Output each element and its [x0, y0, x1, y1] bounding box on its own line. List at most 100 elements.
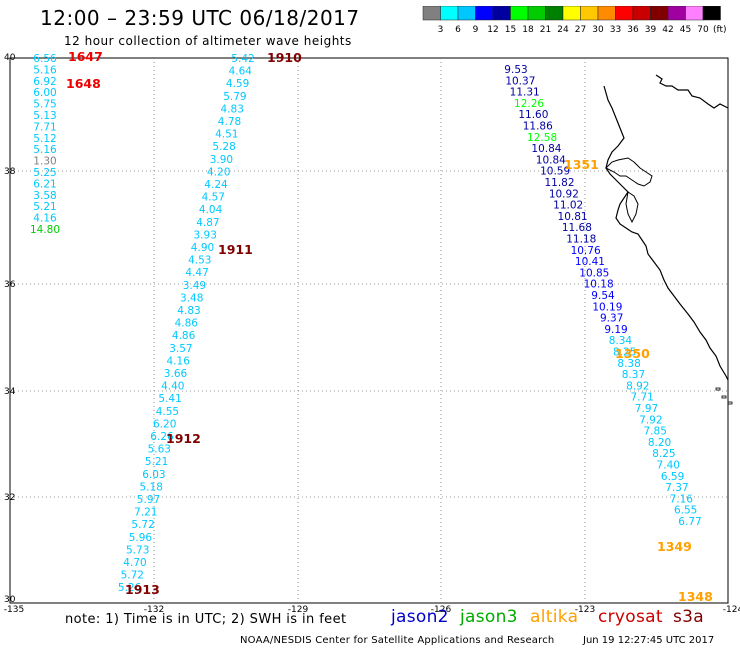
wave-height-value: 3.90 [210, 154, 233, 166]
wave-height-value: 9.19 [604, 324, 627, 336]
wave-height-value: 5.72 [131, 519, 154, 531]
wave-height-value: 8.38 [617, 358, 640, 370]
wave-height-value: 11.31 [510, 87, 540, 99]
pass-time-label: 1910 [267, 50, 302, 65]
wave-height-value: 10.37 [505, 75, 535, 87]
bay-outline [605, 157, 653, 224]
scale-tick-label: 70 [697, 25, 709, 35]
scale-tick-label: 42 [662, 25, 673, 35]
wave-height-value: 4.51 [215, 129, 238, 141]
wave-height-value: 1.30 [33, 156, 56, 168]
scale-swatch [457, 6, 476, 21]
scale-tick-label: 27 [575, 25, 586, 35]
pass-time-label: 1648 [66, 76, 101, 91]
wave-height-value: 11.02 [553, 200, 583, 212]
wave-height-value: 6.55 [674, 505, 697, 517]
wave-height-value: 7.85 [644, 426, 667, 438]
page-subtitle: 12 hour collection of altimeter wave hei… [64, 34, 352, 48]
wave-height-value: 6.20 [153, 418, 176, 430]
wave-height-color-scale: 3 6 9 12 15 18 21 24 27 30 33 36 39 42 45 70 (ft) [422, 6, 727, 35]
lon-label: -124 [723, 605, 740, 615]
page-title: 12:00 – 23:59 UTC 06/18/2017 [40, 6, 360, 30]
legend-jason2: jason2 [391, 607, 449, 627]
wave-height-value: 5.16 [33, 144, 57, 156]
wave-height-value: 11.86 [523, 121, 553, 133]
wave-height-value: 5.72 [121, 570, 144, 582]
wave-height-value: 11.68 [562, 222, 592, 234]
scale-swatch [562, 6, 581, 21]
pass-time-label: 1349 [657, 539, 692, 554]
scale-tick-label: 24 [557, 25, 569, 35]
wave-height-value: 4.86 [172, 330, 196, 342]
wave-height-value: 6.92 [33, 76, 56, 88]
wave-height-value: 3.58 [33, 190, 56, 202]
wave-height-value: 10.59 [540, 166, 570, 178]
legend-altika: altika [530, 607, 579, 627]
lat-label: 34 [4, 387, 16, 397]
wave-height-value: 9.53 [504, 64, 527, 76]
wave-height-value: 5.16 [33, 64, 57, 76]
wave-height-value: 8.25 [613, 347, 636, 359]
wave-height-value: 3.93 [194, 229, 217, 241]
pass-time-label: 1911 [218, 242, 253, 257]
scale-swatch [440, 6, 459, 21]
wave-height-value: 4.57 [202, 192, 225, 204]
wave-height-value: 12.58 [527, 132, 557, 144]
wave-height-value: 6.56 [33, 53, 57, 65]
scale-swatch [580, 6, 599, 21]
scale-swatch [527, 6, 546, 21]
wave-height-value: 12.26 [514, 98, 544, 110]
lat-label: 30 [4, 595, 16, 605]
wave-height-value: 10.41 [575, 256, 605, 268]
wave-height-value: 4.47 [185, 267, 208, 279]
wave-height-value: 4.24 [204, 179, 228, 191]
scale-tick-label: 36 [627, 25, 639, 35]
scale-swatch [510, 6, 529, 21]
scale-tick-label: 39 [645, 25, 657, 35]
scale-swatch [667, 6, 686, 21]
wave-height-value: 5.73 [126, 544, 149, 556]
wave-height-value: 7.92 [639, 414, 662, 426]
pass-time-label: 1912 [166, 431, 201, 446]
scale-tick-label: 30 [592, 25, 604, 35]
scale-tick-label: 3 [438, 25, 444, 35]
scale-tick-label: 15 [505, 25, 516, 35]
wave-height-value: 5.21 [145, 456, 168, 468]
wave-height-value: 5.12 [33, 133, 56, 145]
wave-height-value: 5.13 [33, 110, 56, 122]
wave-height-value: 10.84 [531, 143, 561, 155]
scale-swatch [632, 6, 651, 21]
island [715, 387, 721, 391]
wave-height-value: 4.70 [123, 557, 146, 569]
wave-height-value: 6.59 [661, 471, 684, 483]
wave-height-value: 4.78 [218, 116, 241, 128]
wave-height-value: 4.20 [207, 166, 230, 178]
wave-height-value: 5.28 [212, 141, 235, 153]
wave-height-value: 9.54 [591, 290, 615, 302]
wave-height-value: 5.63 [148, 444, 171, 456]
scale-tick-label: 6 [455, 25, 461, 35]
wave-height-value: 4.04 [199, 204, 223, 216]
coastline [603, 74, 729, 381]
scale-swatch [702, 6, 721, 21]
wave-height-value: 5.79 [223, 91, 246, 103]
scale-tick-label: 33 [610, 25, 621, 35]
scale-tick-label: 21 [540, 25, 551, 35]
wave-height-value: 7.40 [657, 460, 680, 472]
wave-height-value: 5.96 [129, 532, 153, 544]
wave-height-value: 10.18 [584, 279, 614, 291]
altimeter-track: 9.5310.3711.3112.2611.6011.8612.5810.841… [504, 64, 712, 604]
wave-height-value: 3.49 [183, 280, 206, 292]
legend-s3a: s3a [673, 607, 704, 627]
wave-height-value: 5.21 [33, 201, 56, 213]
wave-height-value: 5.97 [137, 494, 160, 506]
pass-time-label: 1913 [125, 582, 160, 597]
wave-height-value: 7.97 [635, 403, 658, 415]
wave-height-value: 4.90 [191, 242, 214, 254]
wave-height-value: 5.25 [33, 167, 56, 179]
pass-time-label: 1351 [564, 157, 599, 172]
lat-label: 32 [4, 493, 15, 503]
wave-height-value: 6.00 [33, 87, 56, 99]
wave-height-value: 11.18 [566, 234, 596, 246]
